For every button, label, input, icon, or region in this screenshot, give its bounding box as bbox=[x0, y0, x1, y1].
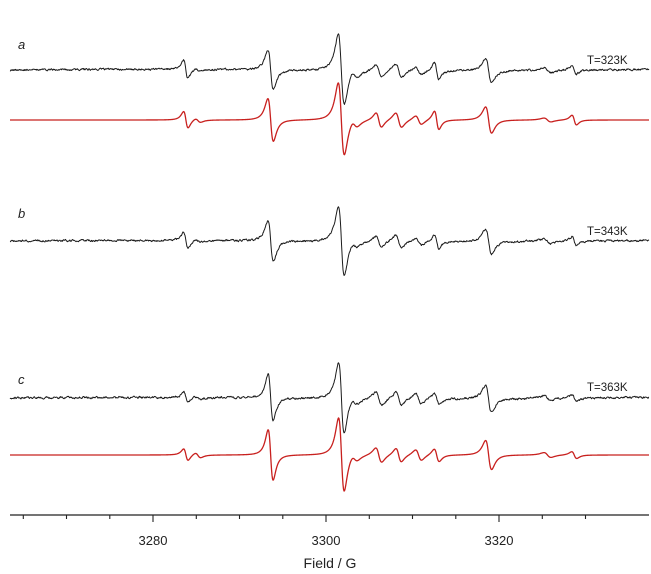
x-axis-label: Field / G bbox=[304, 555, 357, 571]
panel-label-b: b bbox=[18, 206, 25, 221]
x-axis-tick-labels: 3280 3300 3320 bbox=[139, 533, 514, 548]
temperature-label-b: T=343K bbox=[587, 226, 628, 238]
panel-label-a: a bbox=[18, 37, 25, 52]
tick-label-3280: 3280 bbox=[139, 533, 168, 548]
spectra-traces bbox=[9, 33, 650, 492]
temperature-label-a: T=323K bbox=[587, 55, 628, 67]
x-axis: 3280 3300 3320 Field / G bbox=[10, 514, 649, 571]
trace-c-experimental bbox=[9, 362, 650, 434]
trace-a-simulated bbox=[9, 82, 650, 156]
tick-label-3320: 3320 bbox=[485, 533, 514, 548]
panel-label-c: c bbox=[18, 372, 25, 387]
panel-labels: a T=323K b T=343K c T=363K bbox=[18, 37, 628, 394]
tick-label-3300: 3300 bbox=[312, 533, 341, 548]
x-axis-ticks bbox=[22, 515, 587, 522]
trace-c-simulated bbox=[9, 417, 650, 492]
trace-b-experimental bbox=[9, 206, 650, 276]
trace-a-experimental bbox=[9, 33, 650, 105]
temperature-label-c: T=363K bbox=[587, 382, 628, 394]
